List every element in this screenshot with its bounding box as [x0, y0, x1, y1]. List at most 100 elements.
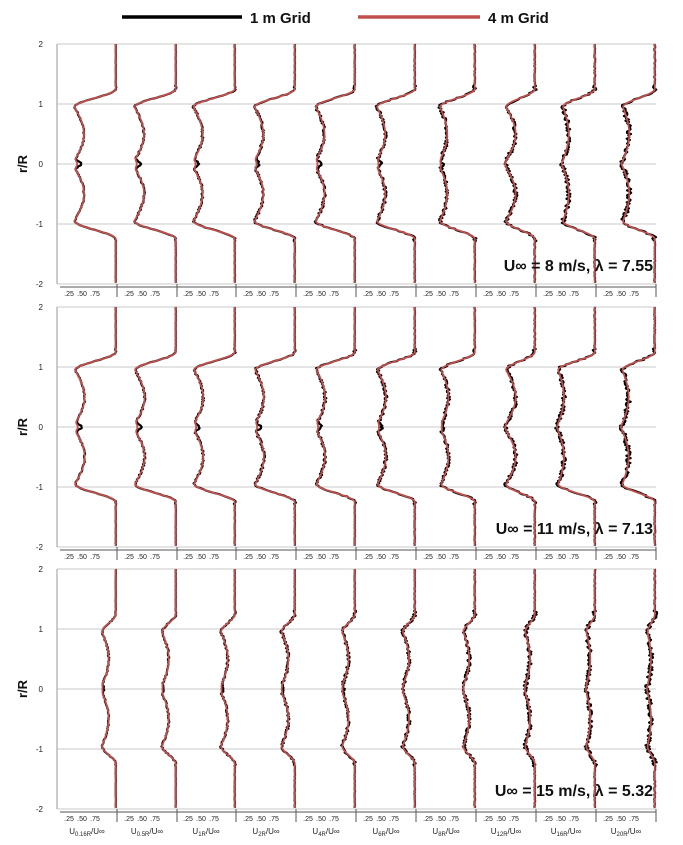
curve-4m-grid	[504, 307, 536, 546]
x-tick-label: .25	[483, 816, 493, 823]
y-tick-label: -1	[36, 220, 44, 229]
x-tick-label: .25	[243, 291, 253, 298]
x-tick-label: .25	[363, 554, 373, 561]
curve-1m-grid	[191, 43, 237, 283]
x-tick-label: .50	[316, 291, 326, 298]
x-tick-label: .75	[90, 291, 100, 298]
panel-2: 210-1-2r/R.25.50.75.25.50.75.25.50.75.25…	[15, 303, 657, 561]
x-tick-label: .50	[77, 554, 87, 561]
x-tick-label: .75	[90, 554, 100, 561]
curve-4m-grid	[504, 44, 536, 283]
column-label: U20R/U∞	[611, 827, 642, 838]
x-tick-label: .50	[137, 291, 147, 298]
curve-4m-grid	[376, 44, 416, 283]
x-tick-label: .50	[256, 554, 266, 561]
x-tick-label: .50	[196, 554, 206, 561]
x-tick-label: .25	[483, 554, 493, 561]
y-tick-label: -2	[36, 543, 44, 552]
column-label: U1R/U∞	[192, 827, 219, 838]
curve-4m-grid	[161, 569, 177, 808]
curve-1m-grid	[437, 43, 478, 283]
curve-4m-grid	[315, 44, 356, 283]
x-tick-label: .25	[363, 816, 373, 823]
x-tick-label: .25	[603, 554, 613, 561]
x-tick-label: .75	[150, 554, 160, 561]
x-tick-label: .75	[329, 291, 339, 298]
curve-1m-grid	[503, 306, 538, 546]
x-tick-label: .25	[303, 816, 313, 823]
curve-4m-grid	[254, 307, 296, 546]
curve-1m-grid	[340, 568, 358, 808]
x-tick-label: .25	[243, 554, 253, 561]
column-label: U6R/U∞	[372, 827, 399, 838]
x-tick-label: .50	[556, 554, 566, 561]
x-tick-label: .50	[496, 291, 506, 298]
y-tick-label: 2	[39, 40, 44, 49]
curve-1m-grid	[100, 568, 118, 808]
x-tick-label: .75	[509, 291, 519, 298]
curve-1m-grid	[315, 307, 358, 546]
curve-4m-grid	[619, 307, 656, 546]
column-label: U0.16R/U∞	[69, 827, 105, 838]
x-tick-label: .25	[183, 554, 193, 561]
curve-1m-grid	[73, 44, 118, 283]
x-tick-label: .25	[423, 816, 433, 823]
x-tick-label: .25	[183, 816, 193, 823]
x-tick-label: .75	[209, 291, 219, 298]
x-tick-label: .75	[509, 554, 519, 561]
x-tick-label: .75	[90, 816, 100, 823]
y-tick-label: -2	[36, 280, 44, 289]
x-tick-label: .25	[483, 291, 493, 298]
x-tick-label: .25	[124, 816, 134, 823]
x-tick-label: .75	[209, 554, 219, 561]
x-tick-label: .75	[329, 554, 339, 561]
y-axis-title: r/R	[15, 679, 30, 698]
x-tick-label: .75	[269, 554, 279, 561]
curve-1m-grid	[618, 306, 657, 546]
panel-1: 210-1-2r/R.25.50.75.25.50.75.25.50.75.25…	[15, 40, 658, 298]
y-tick-label: -1	[36, 745, 44, 754]
x-tick-label: .25	[243, 816, 253, 823]
y-tick-label: -2	[36, 805, 44, 814]
x-tick-label: .25	[124, 291, 134, 298]
x-tick-label: .50	[196, 816, 206, 823]
curve-4m-grid	[645, 569, 656, 808]
curve-4m-grid	[134, 307, 177, 546]
x-tick-label: .75	[449, 291, 459, 298]
y-tick-label: 1	[39, 100, 44, 109]
x-tick-label: .25	[603, 291, 613, 298]
x-tick-label: .50	[376, 554, 386, 561]
x-tick-label: .25	[64, 291, 74, 298]
curve-1m-grid	[375, 306, 418, 547]
x-tick-label: .25	[543, 291, 553, 298]
x-tick-label: .50	[616, 554, 626, 561]
legend-label-1m: 1 m Grid	[250, 10, 311, 27]
x-tick-label: .50	[616, 816, 626, 823]
x-tick-label: .50	[137, 816, 147, 823]
y-axis-title: r/R	[15, 417, 30, 436]
legend: 1 m Grid 4 m Grid	[122, 10, 549, 27]
x-tick-label: .50	[496, 816, 506, 823]
curve-1m-grid	[503, 43, 538, 284]
y-tick-label: 2	[39, 303, 44, 312]
panel-3: 210-1-2r/R.25.50.75.25.50.75.25.50.75.25…	[15, 565, 659, 823]
x-tick-label: .50	[556, 291, 566, 298]
column-labels: U0.16R/U∞ U0.5R/U∞ U1R/U∞ U2R/U∞ U4R/U∞ U6R/U…	[69, 827, 641, 838]
curve-1m-grid	[619, 43, 658, 284]
x-tick-label: .25	[64, 816, 74, 823]
curve-1m-grid	[219, 569, 237, 808]
x-tick-label: .50	[256, 816, 266, 823]
curve-1m-grid	[438, 306, 477, 547]
x-tick-label: .75	[569, 554, 579, 561]
panel-annotation: U∞ = 11 m/s, λ = 7.13	[496, 521, 653, 538]
x-tick-label: .25	[603, 816, 613, 823]
curve-4m-grid	[439, 44, 476, 283]
x-tick-label: .50	[496, 554, 506, 561]
y-tick-label: 1	[39, 625, 44, 634]
x-tick-label: .75	[389, 291, 399, 298]
x-tick-label: .50	[77, 291, 87, 298]
curve-1m-grid	[554, 306, 598, 546]
x-tick-label: .75	[150, 816, 160, 823]
curve-1m-grid	[74, 306, 118, 546]
column-label: U4R/U∞	[312, 827, 339, 838]
